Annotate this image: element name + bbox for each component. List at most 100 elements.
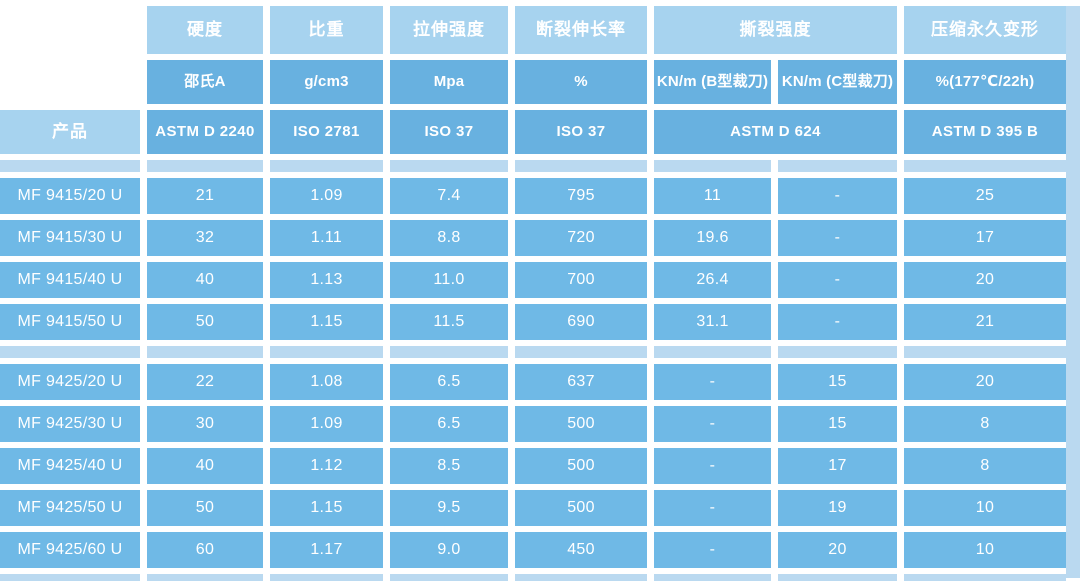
value-cell-gravity: 1.13 [270, 262, 383, 298]
unit-header-shore-a: 邵氏A [147, 60, 263, 104]
value-cell-tear-c: 17 [778, 448, 897, 484]
spacer-band-cell [147, 160, 263, 172]
value-cell-hardness: 50 [147, 304, 263, 340]
product-cell: MF 9425/30 U [0, 406, 140, 442]
group-header-compression-set: 压缩永久变形 [904, 6, 1066, 54]
spacer-band-cell [778, 346, 897, 358]
value-cell-tensile: 9.0 [390, 532, 508, 568]
value-cell-compression: 8 [904, 448, 1066, 484]
unit-header-gcm3: g/cm3 [270, 60, 383, 104]
value-cell-compression: 21 [904, 304, 1066, 340]
value-cell-tear-c: - [778, 304, 897, 340]
spacer-band-cell [270, 346, 383, 358]
corner-blank [0, 6, 140, 54]
spec-table: 硬度 比重 拉伸强度 断裂伸长率 撕裂强度 压缩永久变形 邵氏A g/cm3 M… [0, 6, 1066, 581]
spacer-band-cell [778, 574, 897, 581]
value-cell-gravity: 1.15 [270, 304, 383, 340]
value-cell-compression: 10 [904, 490, 1066, 526]
value-cell-elongation: 720 [515, 220, 647, 256]
value-cell-tear-c: 15 [778, 406, 897, 442]
standard-header-astm-d395b: ASTM D 395 B [904, 110, 1066, 154]
value-cell-gravity: 1.17 [270, 532, 383, 568]
spacer-band-cell [515, 574, 647, 581]
value-cell-elongation: 690 [515, 304, 647, 340]
spacer-band-cell [904, 160, 1066, 172]
value-cell-tensile: 8.8 [390, 220, 508, 256]
value-cell-gravity: 1.15 [270, 490, 383, 526]
spacer-band-cell [904, 346, 1066, 358]
value-cell-tear-b: - [654, 406, 771, 442]
product-cell: MF 9425/40 U [0, 448, 140, 484]
spacer-band-cell [270, 160, 383, 172]
value-cell-tear-c: 15 [778, 364, 897, 400]
standard-header-astm-d2240: ASTM D 2240 [147, 110, 263, 154]
value-cell-elongation: 700 [515, 262, 647, 298]
table-right-edge-strip [1066, 6, 1080, 578]
value-cell-tear-b: - [654, 364, 771, 400]
standard-header-astm-d624: ASTM D 624 [654, 110, 897, 154]
value-cell-hardness: 21 [147, 178, 263, 214]
blank-cell [0, 60, 140, 104]
value-cell-hardness: 30 [147, 406, 263, 442]
value-cell-tensile: 6.5 [390, 406, 508, 442]
spacer-band-cell [390, 160, 508, 172]
value-cell-elongation: 500 [515, 406, 647, 442]
spacer-band-cell [654, 346, 771, 358]
spacer-band-cell [654, 574, 771, 581]
product-cell: MF 9425/60 U [0, 532, 140, 568]
value-cell-compression: 17 [904, 220, 1066, 256]
value-cell-tear-c: - [778, 220, 897, 256]
value-cell-compression: 10 [904, 532, 1066, 568]
value-cell-hardness: 40 [147, 448, 263, 484]
group-header-hardness: 硬度 [147, 6, 263, 54]
unit-header-knm-c: KN/m (C型裁刀) [778, 60, 897, 104]
spacer-band-cell [390, 574, 508, 581]
value-cell-elongation: 500 [515, 490, 647, 526]
value-cell-tensile: 9.5 [390, 490, 508, 526]
unit-header-177c-22h: %(177℃/22h) [904, 60, 1066, 104]
spacer-band-cell [0, 160, 140, 172]
spacer-band-cell [904, 574, 1066, 581]
value-cell-tensile: 11.5 [390, 304, 508, 340]
standard-header-iso-37a: ISO 37 [390, 110, 508, 154]
value-cell-compression: 20 [904, 262, 1066, 298]
unit-header-knm-b: KN/m (B型裁刀) [654, 60, 771, 104]
value-cell-elongation: 450 [515, 532, 647, 568]
unit-header-percent: % [515, 60, 647, 104]
value-cell-hardness: 32 [147, 220, 263, 256]
value-cell-tear-b: 11 [654, 178, 771, 214]
unit-header-mpa: Mpa [390, 60, 508, 104]
value-cell-tear-c: - [778, 178, 897, 214]
value-cell-gravity: 1.09 [270, 406, 383, 442]
product-cell: MF 9425/20 U [0, 364, 140, 400]
spacer-band-cell [0, 574, 140, 581]
product-cell: MF 9425/50 U [0, 490, 140, 526]
value-cell-tear-c: 19 [778, 490, 897, 526]
value-cell-tensile: 7.4 [390, 178, 508, 214]
value-cell-tear-b: - [654, 532, 771, 568]
value-cell-gravity: 1.12 [270, 448, 383, 484]
value-cell-tear-b: 26.4 [654, 262, 771, 298]
product-cell: MF 9415/50 U [0, 304, 140, 340]
value-cell-tear-b: 31.1 [654, 304, 771, 340]
group-header-elongation: 断裂伸长率 [515, 6, 647, 54]
product-column-header: 产品 [0, 110, 140, 154]
value-cell-tear-c: 20 [778, 532, 897, 568]
value-cell-compression: 20 [904, 364, 1066, 400]
value-cell-compression: 25 [904, 178, 1066, 214]
spacer-band-cell [0, 346, 140, 358]
value-cell-tear-c: - [778, 262, 897, 298]
value-cell-gravity: 1.08 [270, 364, 383, 400]
spacer-band-cell [147, 346, 263, 358]
product-cell: MF 9415/40 U [0, 262, 140, 298]
value-cell-tensile: 6.5 [390, 364, 508, 400]
value-cell-tear-b: - [654, 448, 771, 484]
value-cell-elongation: 500 [515, 448, 647, 484]
product-cell: MF 9415/30 U [0, 220, 140, 256]
value-cell-tear-b: - [654, 490, 771, 526]
value-cell-compression: 8 [904, 406, 1066, 442]
spacer-band-cell [515, 160, 647, 172]
group-header-tensile-strength: 拉伸强度 [390, 6, 508, 54]
value-cell-hardness: 22 [147, 364, 263, 400]
